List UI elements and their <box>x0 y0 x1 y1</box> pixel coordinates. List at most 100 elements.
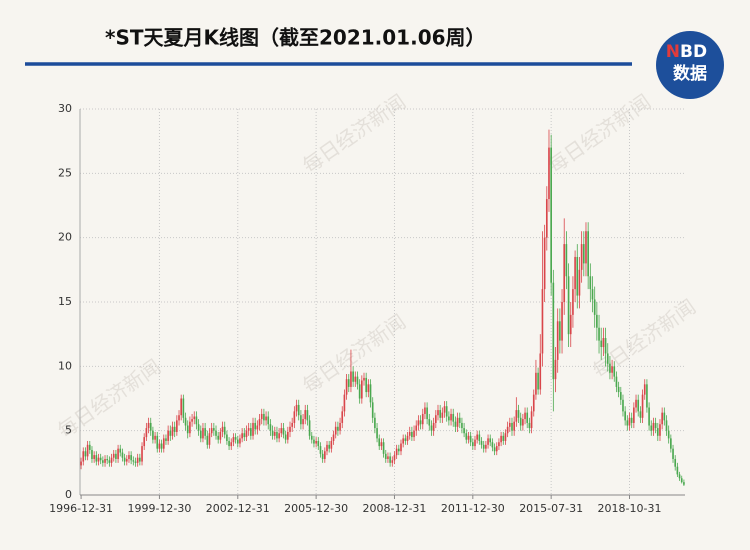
candle-body <box>195 416 198 425</box>
candle-body <box>241 433 243 439</box>
candle-body <box>524 412 526 420</box>
candle-body <box>260 413 263 420</box>
candle-body <box>574 256 576 290</box>
candle-body <box>393 455 396 461</box>
logo-bd: BD <box>680 42 707 62</box>
candle-body <box>339 422 341 431</box>
candle-body <box>615 376 618 387</box>
candle-body <box>162 438 165 449</box>
candle-body <box>123 457 126 462</box>
candle-body <box>139 457 141 462</box>
candle-body <box>193 416 196 420</box>
candle-body <box>182 398 185 418</box>
candle-body <box>567 276 570 335</box>
candle-body <box>376 428 378 439</box>
candle-body <box>84 451 87 457</box>
candle-body <box>452 413 455 422</box>
candle-body <box>208 433 211 445</box>
candle-body <box>559 321 561 341</box>
candle-body <box>236 439 239 444</box>
candle-body <box>541 289 544 354</box>
candle-body <box>391 460 394 463</box>
candle-body <box>432 422 435 431</box>
candle-body <box>474 439 476 447</box>
candle-body <box>602 338 605 348</box>
candle-body <box>456 417 459 427</box>
candle-body <box>576 256 579 296</box>
candle-body <box>158 443 161 449</box>
candle-body <box>378 438 381 447</box>
candle-body <box>119 448 122 453</box>
candle-body <box>606 353 609 364</box>
candle-body <box>315 440 317 444</box>
candle-body <box>302 419 304 425</box>
candle-body <box>572 289 574 315</box>
candle-body <box>617 386 620 393</box>
candle-body <box>204 428 206 436</box>
candle-body <box>411 431 413 438</box>
candle-body <box>598 327 600 341</box>
candle-body <box>104 458 106 463</box>
candle-body <box>91 449 93 459</box>
candle-body <box>210 428 213 434</box>
candle-body <box>226 434 228 441</box>
candle-body <box>382 442 385 454</box>
candle-body <box>141 446 143 462</box>
candle-body <box>480 440 483 445</box>
candle-body <box>343 394 346 412</box>
candle-body <box>406 435 409 441</box>
candle-body <box>239 438 241 444</box>
candle-body <box>659 424 661 436</box>
candle-body <box>326 444 328 452</box>
candle-body <box>648 407 650 426</box>
candle-body <box>191 419 193 422</box>
candle-body <box>230 442 233 447</box>
candle-body <box>646 384 648 408</box>
candle-body <box>582 244 585 264</box>
candle-body <box>487 438 489 445</box>
candle-body <box>504 433 507 441</box>
candle-body <box>125 458 128 462</box>
candle-body <box>596 314 598 328</box>
candle-body <box>273 431 276 436</box>
x-tick-label: 2011-12-30 <box>441 502 505 515</box>
candle-body <box>121 452 124 458</box>
candle-body <box>82 451 85 462</box>
candle-body <box>430 425 433 431</box>
candle-body <box>145 428 148 438</box>
candle-body <box>110 457 113 463</box>
candle-body <box>252 422 254 436</box>
candle-body <box>367 384 370 393</box>
candle-body <box>291 422 294 427</box>
candle-body <box>88 444 91 450</box>
candle-body <box>360 380 363 399</box>
candle-body <box>186 425 189 434</box>
candle-body <box>258 419 261 426</box>
candle-body <box>498 442 500 447</box>
candle-body <box>317 440 320 447</box>
y-tick-label: 0 <box>65 488 72 501</box>
logo: N BD 数据 <box>656 31 724 99</box>
candle-body <box>535 372 537 395</box>
candle-body <box>539 353 542 390</box>
candle-body <box>678 474 681 479</box>
candle-body <box>397 448 400 452</box>
y-tick-label: 5 <box>65 424 72 437</box>
y-tick-label: 10 <box>58 359 72 372</box>
candle-body <box>217 435 220 440</box>
candle-body <box>300 415 302 425</box>
candle-body <box>683 482 685 485</box>
candle-body <box>278 433 280 439</box>
candle-body <box>400 443 402 452</box>
candle-body <box>180 398 183 416</box>
candle-body <box>337 426 339 431</box>
candle-body <box>206 435 209 445</box>
candle-body <box>665 420 668 431</box>
candle-body <box>358 384 361 399</box>
candle-body <box>149 422 152 431</box>
candle-body <box>173 426 176 432</box>
y-tick-label: 15 <box>58 295 72 308</box>
candle-body <box>269 424 272 431</box>
candle-body <box>369 384 372 403</box>
